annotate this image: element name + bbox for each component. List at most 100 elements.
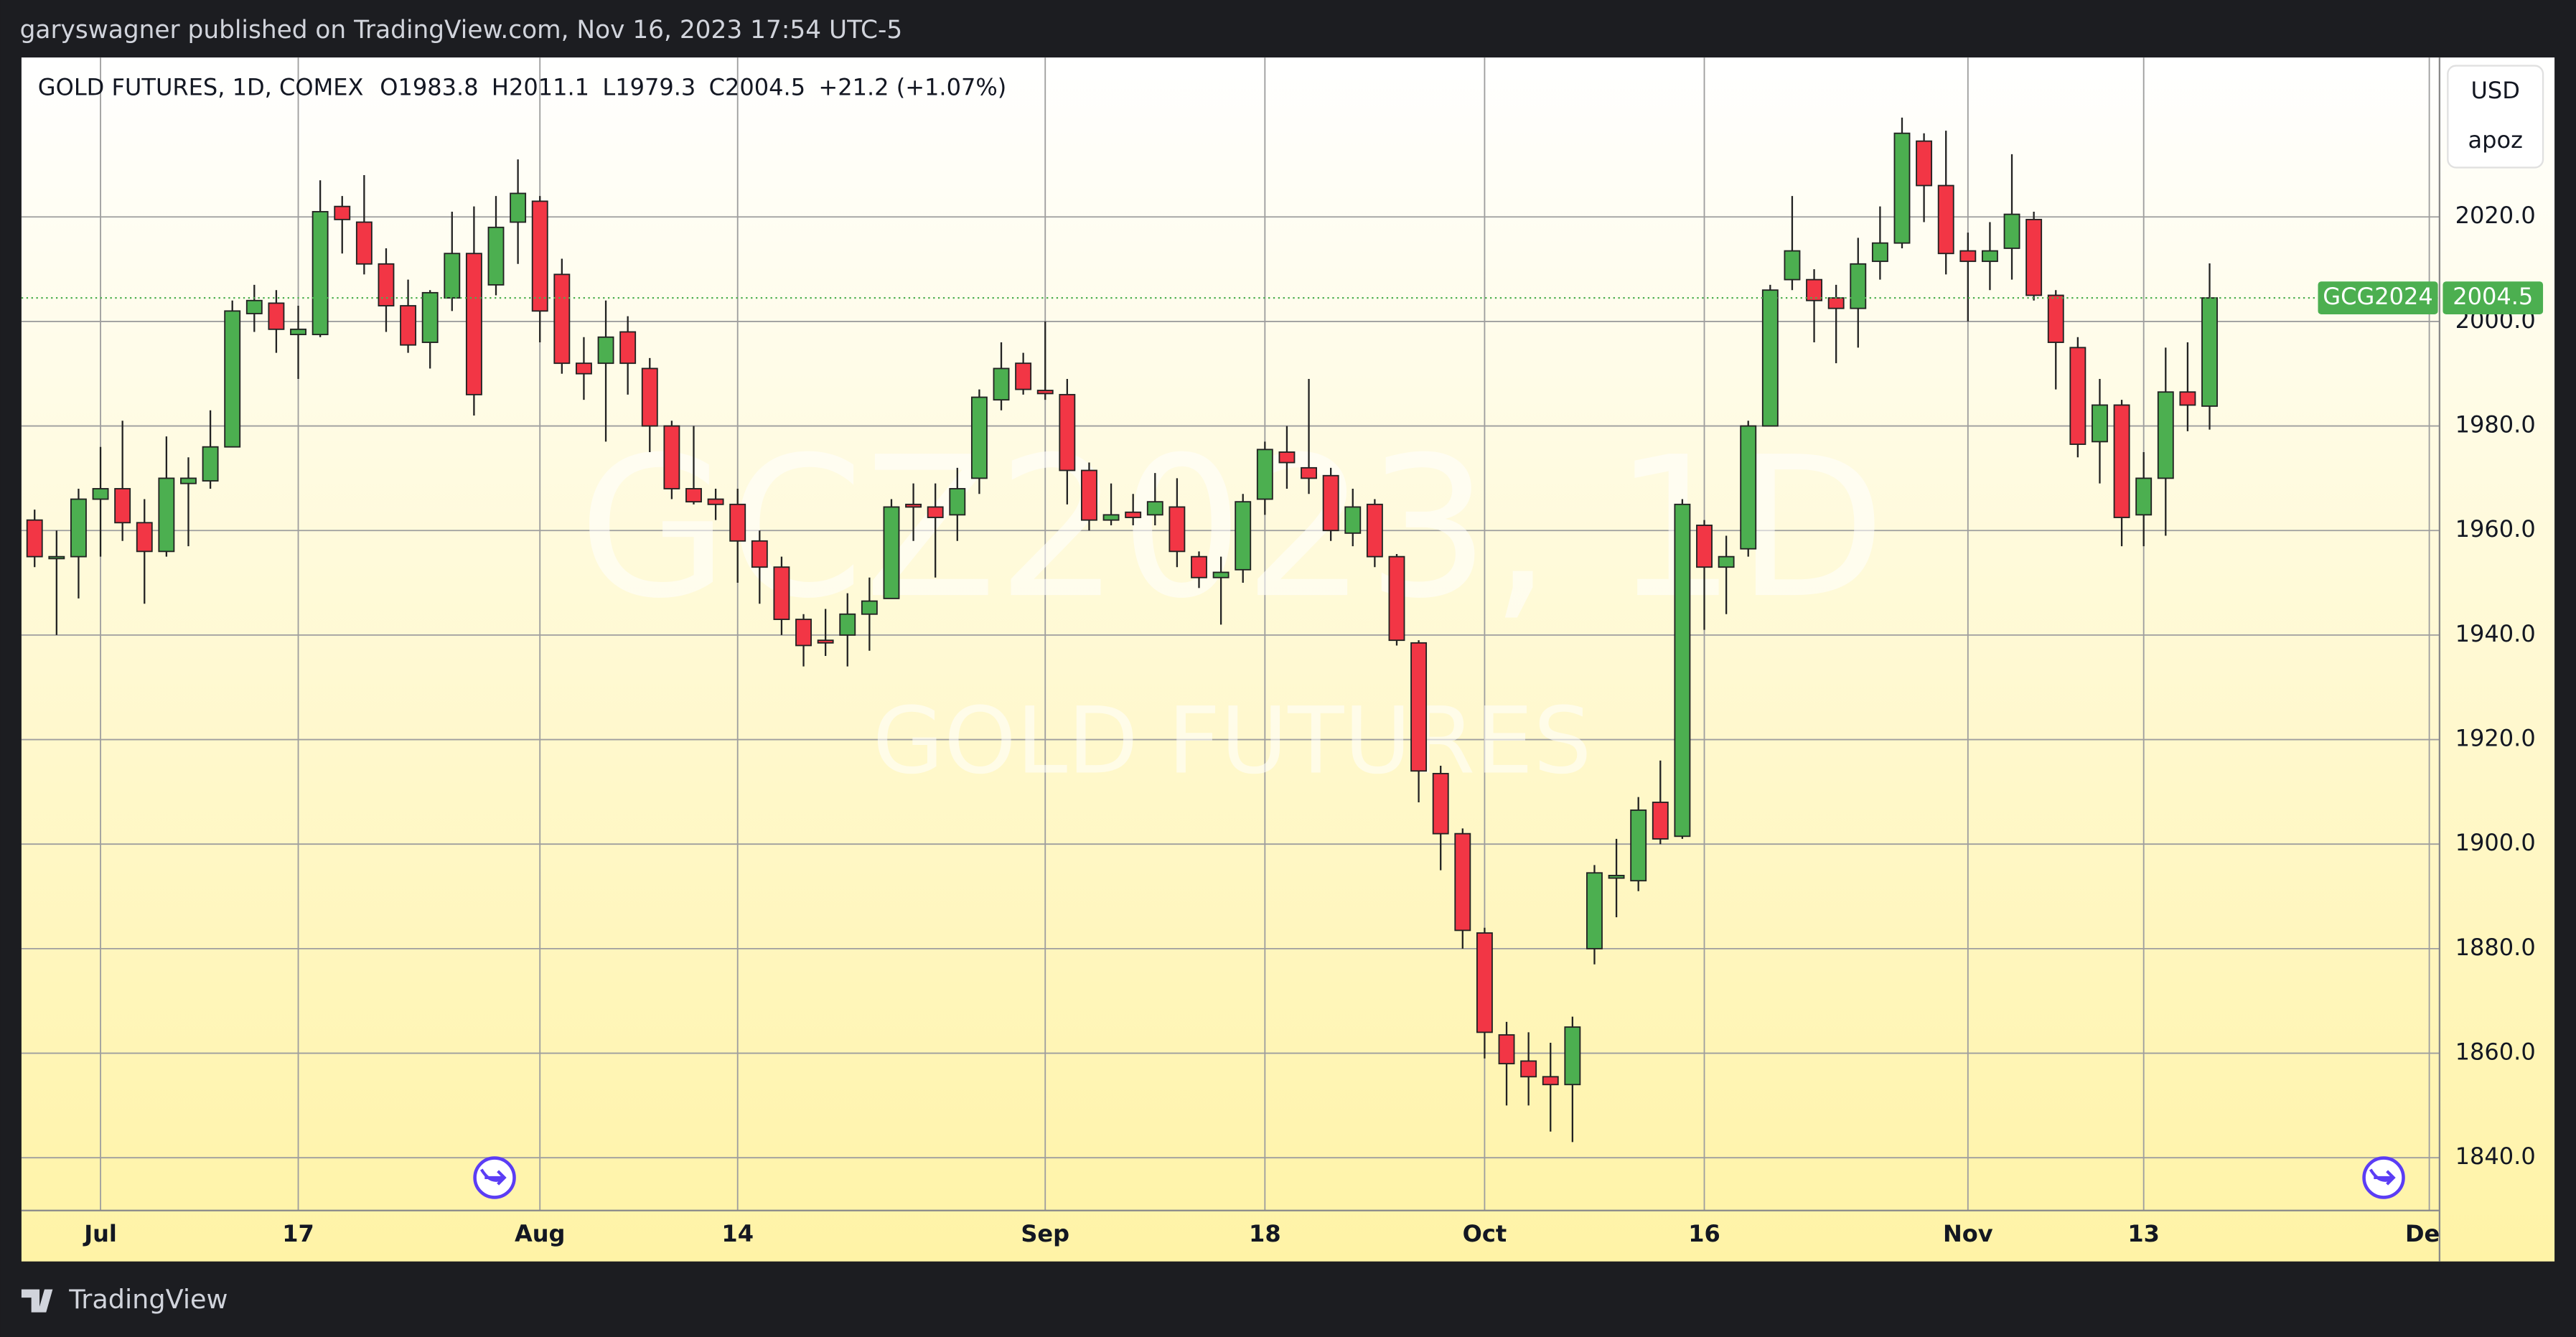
candle-body	[1630, 809, 1647, 882]
candle-body	[685, 488, 702, 503]
candle-body	[1564, 1026, 1581, 1086]
candle-body	[1937, 184, 1954, 255]
candle-body	[1718, 555, 1735, 568]
y-tick-label: 2020.0	[2455, 202, 2536, 229]
y-tick-label: 1860.0	[2455, 1038, 2536, 1066]
y-tick-label: 1880.0	[2455, 934, 2536, 961]
candle-body	[2135, 477, 2153, 516]
replay-icon[interactable]	[2362, 1156, 2405, 1199]
y-tick-label: 1840.0	[2455, 1143, 2536, 1170]
x-tick-label: 16	[1688, 1220, 1720, 1247]
candle-body	[2092, 404, 2108, 443]
candle-body	[927, 506, 944, 518]
candle-body	[1674, 503, 1691, 838]
candle-body	[1608, 875, 1625, 879]
candle-body	[1784, 250, 1801, 281]
candle-body	[487, 226, 505, 286]
x-tick-label: Aug	[515, 1220, 566, 1247]
candle-body	[839, 613, 856, 636]
price-label-bg	[2442, 281, 2544, 315]
candle-body	[268, 302, 285, 330]
candle-body	[1015, 362, 1032, 390]
candle-body	[92, 488, 109, 500]
footer-logo[interactable]: TradingView	[21, 1284, 228, 1315]
candle-body	[1168, 506, 1186, 553]
x-tick-label: Sep	[1021, 1220, 1069, 1247]
x-tick-label: 13	[2127, 1220, 2160, 1247]
currency-box-bg	[2447, 65, 2544, 169]
candle-body	[1125, 511, 1142, 518]
x-tick-label: 17	[282, 1220, 314, 1247]
symbol-label-bg	[2318, 281, 2438, 315]
candle-body	[48, 555, 65, 560]
candle-body	[355, 221, 373, 265]
candle-body	[444, 253, 461, 299]
replay-icon[interactable]	[473, 1156, 516, 1199]
candle-body	[465, 253, 482, 395]
price-label: 2004.5	[2453, 283, 2533, 310]
candle-body	[1454, 832, 1471, 932]
candle-body	[202, 446, 219, 482]
candle-body	[1740, 425, 1757, 550]
candle-body	[290, 328, 306, 336]
candle-body	[2003, 213, 2020, 249]
candle-body	[861, 600, 878, 615]
candle-body	[1520, 1060, 1537, 1078]
currency-box: USD apoz	[2447, 65, 2544, 169]
candle-body	[312, 211, 329, 336]
x-tick-label: Nov	[1943, 1220, 1993, 1247]
candle-body	[2179, 391, 2196, 406]
candle-body	[883, 506, 900, 599]
watermark-subtitle: GOLD FUTURES	[873, 688, 1592, 794]
chart-title: GOLD FUTURES, 1D, COMEX	[38, 74, 364, 101]
y-tick-label: 1920.0	[2455, 725, 2536, 752]
x-tick-label: 18	[1249, 1220, 1281, 1247]
currency[interactable]: USD	[2470, 77, 2519, 104]
candle-body	[1146, 501, 1163, 516]
candle-body	[1344, 506, 1362, 534]
candle-body	[576, 362, 592, 375]
candle-body	[114, 488, 131, 524]
plot-area: GCZ2023, 1D GOLD FUTURES	[21, 57, 2440, 1211]
candle-body	[1696, 525, 1713, 568]
candle-body	[1081, 469, 1097, 521]
brand: TradingView	[68, 1284, 228, 1315]
candle-body	[1959, 250, 1977, 263]
unit[interactable]: apoz	[2468, 126, 2523, 154]
candle-body	[597, 336, 614, 365]
candle-body	[1256, 449, 1273, 500]
candle-body	[1652, 802, 1669, 840]
candle-body	[1498, 1034, 1515, 1065]
candle-body	[1542, 1076, 1559, 1086]
legend: GOLD FUTURES, 1D, COMEX O1983.8 H2011.1 L1…	[38, 74, 1007, 101]
candle-body	[1850, 263, 1867, 309]
candle-body	[1278, 451, 1296, 464]
candle-body	[663, 425, 680, 489]
candle-body	[26, 519, 43, 558]
candle-body	[905, 503, 922, 508]
byline: garyswagner published on TradingView.com…	[20, 16, 903, 44]
candle-body	[1871, 242, 1888, 263]
candle-body	[1212, 571, 1230, 578]
icon-arrow	[479, 1168, 507, 1186]
candle-body	[2047, 294, 2064, 343]
candle-body	[1586, 872, 1603, 949]
candle-body	[158, 477, 175, 553]
candle-body	[2157, 391, 2174, 479]
candle-body	[751, 540, 768, 568]
candle-body	[1410, 642, 1428, 772]
candle-body	[641, 367, 658, 427]
legend-value: C2004.5	[709, 74, 805, 101]
candle-body	[245, 299, 263, 314]
candle-body	[2113, 404, 2130, 518]
candle-body	[1102, 514, 1120, 521]
time-axis: Jul 17 Aug 14 Sep 18 Oct 16 Nov 13 Dec	[83, 1220, 2440, 1247]
candle-body	[2069, 347, 2086, 445]
candle-body	[1476, 932, 1493, 1033]
candle-body	[224, 310, 241, 448]
candle-body	[949, 488, 966, 516]
candle-body	[1806, 278, 1822, 301]
candle-body	[1388, 555, 1405, 642]
chart-panel	[21, 57, 2555, 1262]
